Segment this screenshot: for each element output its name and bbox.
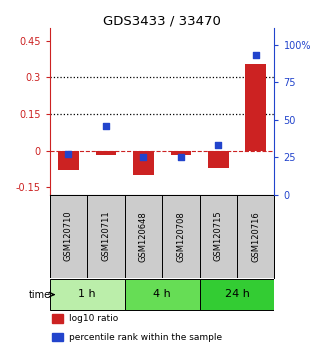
Text: GSM120648: GSM120648	[139, 211, 148, 262]
Text: GSM120710: GSM120710	[64, 211, 73, 262]
Text: percentile rank within the sample: percentile rank within the sample	[69, 333, 222, 342]
Bar	[246, 64, 266, 150]
Bar	[133, 150, 154, 175]
Point	[66, 151, 71, 157]
Bar	[125, 195, 162, 278]
Point	[141, 154, 146, 160]
Text: 4 h: 4 h	[153, 289, 171, 299]
Bar	[170, 150, 191, 155]
Point	[178, 154, 183, 160]
Title: GDS3433 / 33470: GDS3433 / 33470	[103, 14, 221, 27]
Bar	[50, 195, 87, 278]
Text: 1 h: 1 h	[78, 289, 96, 299]
Bar	[200, 195, 237, 278]
Point	[216, 142, 221, 148]
Bar	[50, 279, 125, 310]
Text: log10 ratio: log10 ratio	[69, 314, 118, 323]
Text: GSM120708: GSM120708	[176, 211, 185, 262]
Bar	[58, 150, 79, 170]
Bar	[208, 150, 229, 168]
Text: time: time	[28, 290, 50, 299]
Bar	[87, 195, 125, 278]
Bar	[200, 279, 274, 310]
Bar	[125, 279, 200, 310]
Text: GSM120715: GSM120715	[214, 211, 223, 262]
Point	[253, 52, 258, 58]
Bar	[52, 314, 63, 323]
Bar	[237, 195, 274, 278]
Text: GSM120716: GSM120716	[251, 211, 260, 262]
Bar	[96, 150, 116, 155]
Point	[103, 123, 108, 129]
Text: 24 h: 24 h	[225, 289, 249, 299]
Bar	[52, 333, 63, 342]
Bar	[162, 195, 200, 278]
Text: GSM120711: GSM120711	[101, 211, 110, 262]
